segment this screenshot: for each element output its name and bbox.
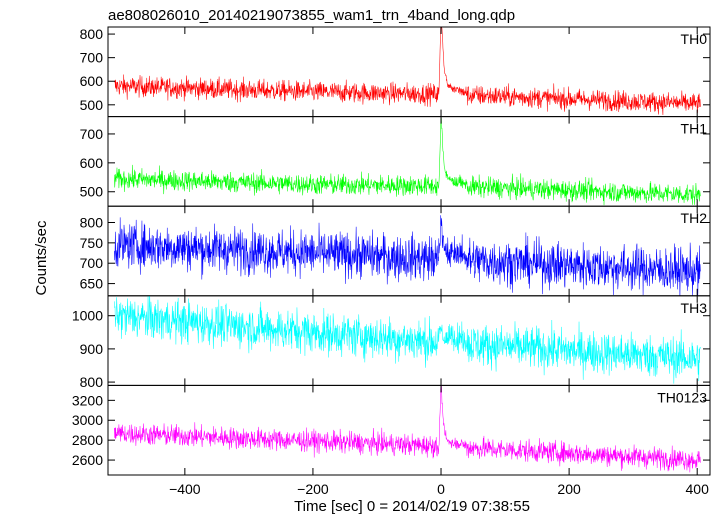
y-tick-label: 800 [80, 374, 104, 390]
y-tick-label: 750 [80, 235, 104, 251]
y-tick-label: 500 [80, 184, 104, 200]
y-tick-label: 800 [80, 26, 104, 42]
x-tick-label: 200 [557, 481, 581, 497]
y-tick-label: 3000 [72, 412, 103, 428]
y-tick-label: 2800 [72, 432, 103, 448]
series-line-th2 [114, 215, 701, 296]
panel-label-th2: TH2 [681, 210, 708, 226]
y-tick-label: 1000 [72, 308, 103, 324]
y-axis-label: Counts/sec [33, 220, 50, 296]
panel-label-th3: TH3 [681, 300, 708, 316]
series-line-th0 [114, 27, 701, 116]
y-tick-label: 700 [80, 126, 104, 142]
y-tick-label: 2600 [72, 452, 103, 468]
y-tick-label: 3200 [72, 392, 103, 408]
y-tick-label: 700 [80, 50, 104, 66]
panel-label-th1: TH1 [681, 121, 708, 137]
x-axis-label: Time [sec] 0 = 2014/02/19 07:38:55 [294, 498, 530, 515]
y-tick-label: 600 [80, 73, 104, 89]
panels-group: 500 600 700 800 TH0 500 600 700 TH1 650 700 750 800 T… [72, 26, 711, 497]
chart-title: ae808026010_20140219073855_wam1_trn_4ban… [108, 7, 515, 24]
panel-label-th0123: TH0123 [657, 389, 707, 405]
panel-label-th0: TH0 [681, 31, 708, 47]
x-tick-label: 400 [686, 481, 710, 497]
panel-frame-th0123 [107, 384, 711, 476]
y-tick-label: 600 [80, 155, 104, 171]
series-line-th3 [114, 295, 701, 384]
x-tick-label: 0 [437, 481, 445, 497]
y-tick-label: 900 [80, 341, 104, 357]
series-line-th1 [114, 117, 701, 206]
y-tick-label: 800 [80, 214, 104, 230]
x-tick-label: −400 [169, 481, 201, 497]
y-tick-label: 650 [80, 276, 104, 292]
y-tick-label: 700 [80, 255, 104, 271]
x-tick-label: −200 [297, 481, 329, 497]
y-tick-label: 500 [80, 97, 104, 113]
panel-frame-th1 [107, 116, 711, 207]
series-line-th0123 [114, 385, 701, 473]
